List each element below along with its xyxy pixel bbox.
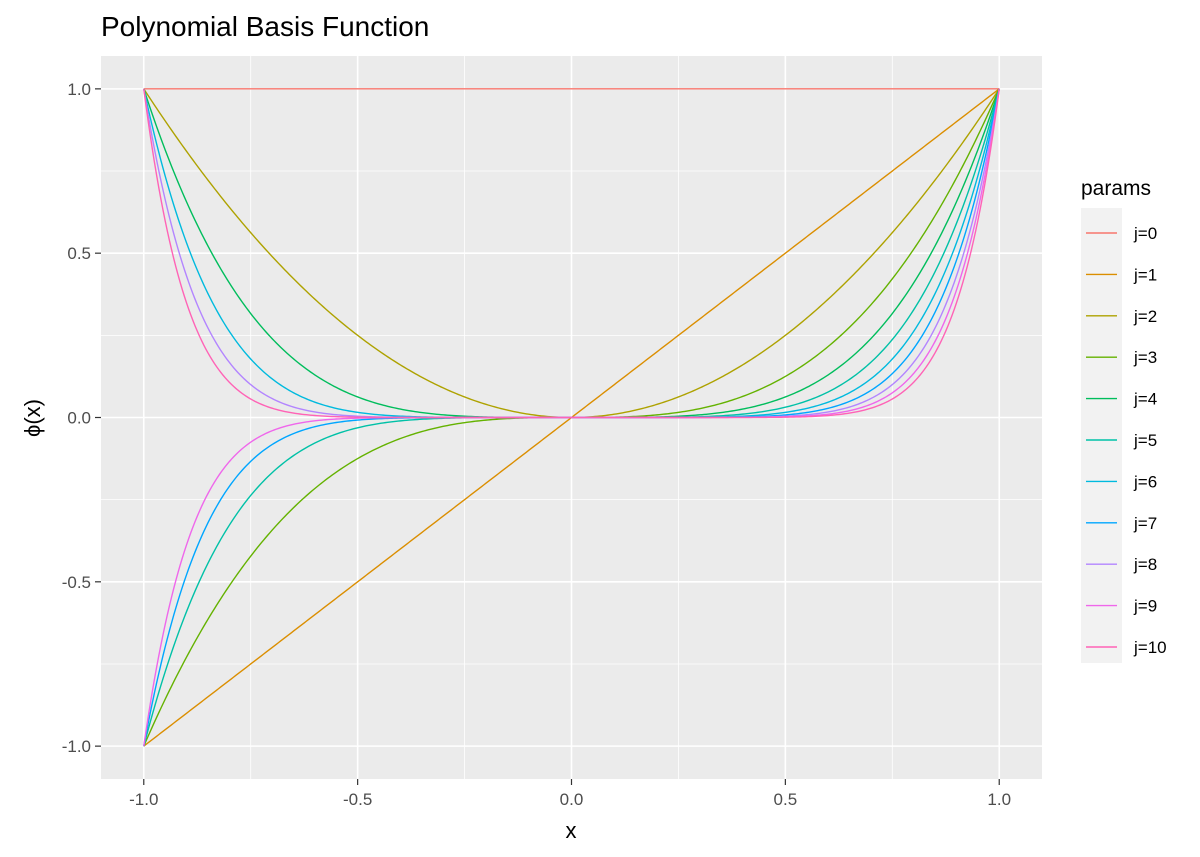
x-tick-label: 1.0 xyxy=(987,790,1011,809)
x-axis: -1.0 -0.5 0.0 0.5 1.0 xyxy=(129,779,1011,809)
x-tick-label: 0.5 xyxy=(774,790,798,809)
legend-keys-background xyxy=(1081,208,1122,663)
y-tick-label: -1.0 xyxy=(62,737,91,756)
legend-label-j=2: j=2 xyxy=(1133,307,1157,326)
legend-label-j=5: j=5 xyxy=(1133,431,1157,450)
legend-label-j=8: j=8 xyxy=(1133,555,1157,574)
y-tick-label: 0.5 xyxy=(67,244,91,263)
legend-label-j=7: j=7 xyxy=(1133,514,1157,533)
legend-items: j=0 j=1 j=2 j=3 j=4 j=5 j=6 j=7 j=8 j=9 j=10 xyxy=(1086,224,1167,657)
legend-label-j=4: j=4 xyxy=(1133,390,1157,409)
y-axis: -1.0 -0.5 0.0 0.5 1.0 xyxy=(62,80,101,756)
legend-label-j=10: j=10 xyxy=(1133,638,1167,657)
legend-title: params xyxy=(1081,177,1151,200)
y-tick-label: 0.0 xyxy=(67,409,91,428)
chart-title: Polynomial Basis Function xyxy=(101,11,429,42)
legend: params j=0 j=1 j=2 j=3 j=4 j=5 j=6 j=7 j=8 j=9 j=1… xyxy=(1081,177,1167,663)
x-tick-label: 0.0 xyxy=(560,790,584,809)
x-tick-label: -1.0 xyxy=(129,790,158,809)
series-lines xyxy=(143,88,1000,747)
legend-label-j=3: j=3 xyxy=(1133,348,1157,367)
x-tick-label: -0.5 xyxy=(343,790,372,809)
legend-label-j=0: j=0 xyxy=(1133,224,1157,243)
y-axis-title: ϕ(x) xyxy=(20,399,45,437)
legend-label-j=9: j=9 xyxy=(1133,597,1157,616)
y-tick-label: 1.0 xyxy=(67,80,91,99)
x-axis-title: x xyxy=(566,818,577,843)
y-tick-label: -0.5 xyxy=(62,573,91,592)
legend-label-j=6: j=6 xyxy=(1133,472,1157,491)
series-line-j=10 xyxy=(143,88,1000,419)
legend-label-j=1: j=1 xyxy=(1133,265,1157,284)
